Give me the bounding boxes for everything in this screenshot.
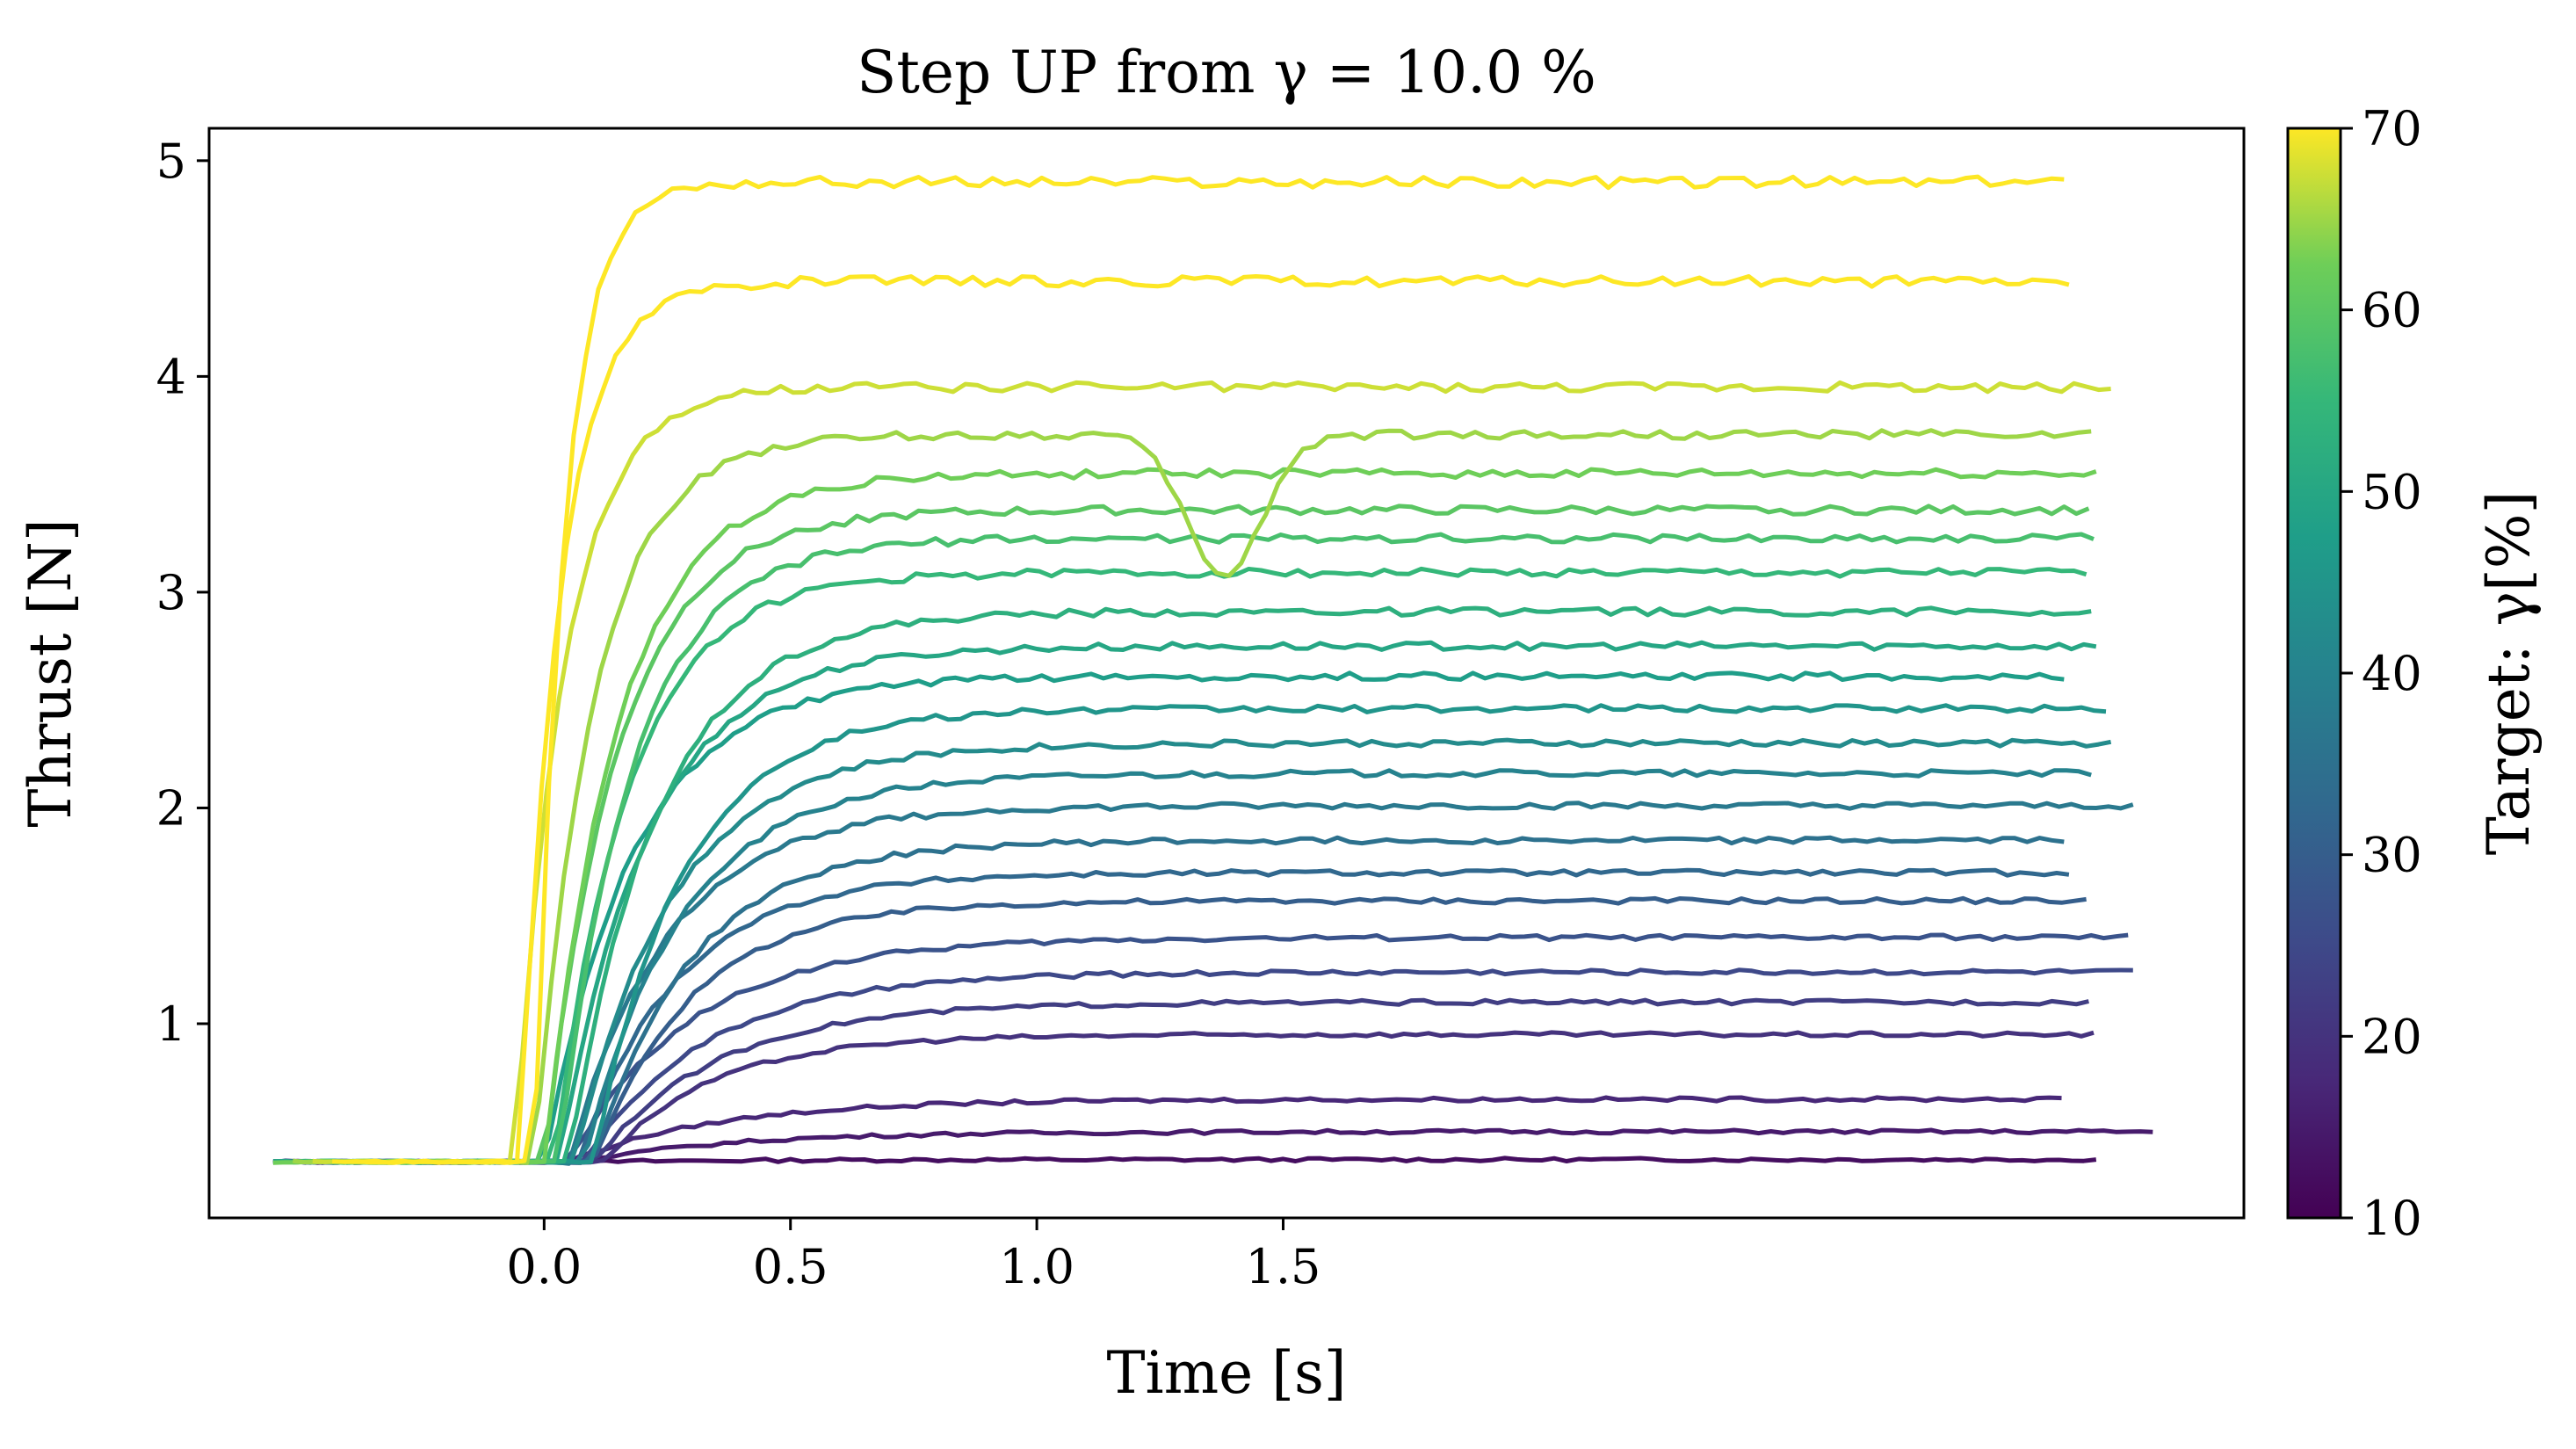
plot-frame <box>207 127 2246 1220</box>
series-lines <box>272 174 2153 1166</box>
series-line <box>351 997 2089 1165</box>
colorbar-tick-label: 30 <box>2362 828 2422 883</box>
series-line <box>272 640 2097 1165</box>
y-axis-ticks: 1 2 3 4 5 <box>156 134 209 1052</box>
y-tick-label: 3 <box>156 565 186 620</box>
series-line <box>312 895 2087 1165</box>
y-axis-label: Thrust [N] <box>17 518 84 827</box>
series-line <box>293 1127 2153 1165</box>
series-line <box>272 801 2134 1166</box>
x-tick-label: 1.5 <box>1246 1239 1321 1294</box>
series-line <box>351 835 2065 1165</box>
colorbar-tick-label: 20 <box>2362 1009 2422 1064</box>
colorbar-tick-label: 70 <box>2362 101 2422 156</box>
x-tick-label: 1.0 <box>999 1239 1075 1294</box>
y-tick-label: 1 <box>156 996 186 1052</box>
colorbar-label: Target: γ[%] <box>2475 491 2543 856</box>
colorbar-tick-label: 10 <box>2362 1191 2422 1246</box>
series-line <box>293 428 2092 1165</box>
series-line <box>351 174 2065 1165</box>
series-line <box>351 504 2090 1165</box>
series-line <box>331 703 2107 1165</box>
series-line <box>332 274 2070 1165</box>
colorbar <box>2286 127 2342 1220</box>
series-line <box>272 467 2097 1165</box>
series-line <box>312 380 2111 1165</box>
y-tick-label: 2 <box>156 780 186 836</box>
series-line <box>312 737 2112 1165</box>
series-line <box>332 532 2095 1165</box>
colorbar-tick-label: 50 <box>2362 464 2422 519</box>
colorbar-tick-label: 60 <box>2362 283 2422 338</box>
chart-title: Step UP from γ = 10.0 % <box>857 39 1596 106</box>
y-tick-label: 5 <box>156 134 186 189</box>
series-line <box>331 1030 2095 1165</box>
x-tick-label: 0.5 <box>753 1239 829 1294</box>
series-line <box>351 670 2065 1165</box>
series-line <box>293 605 2092 1165</box>
x-axis-label: Time [s] <box>1106 1339 1346 1407</box>
y-tick-label: 4 <box>156 349 186 404</box>
colorbar-tick-label: 40 <box>2362 646 2422 701</box>
x-axis-ticks: 0.0 0.5 1.0 1.5 <box>506 1218 1321 1294</box>
series-line <box>332 867 2070 1165</box>
series-line <box>312 566 2088 1165</box>
colorbar-ticks: 10 20 30 40 50 60 70 <box>2341 101 2422 1246</box>
x-tick-label: 0.0 <box>506 1239 582 1294</box>
series-line <box>293 768 2092 1165</box>
